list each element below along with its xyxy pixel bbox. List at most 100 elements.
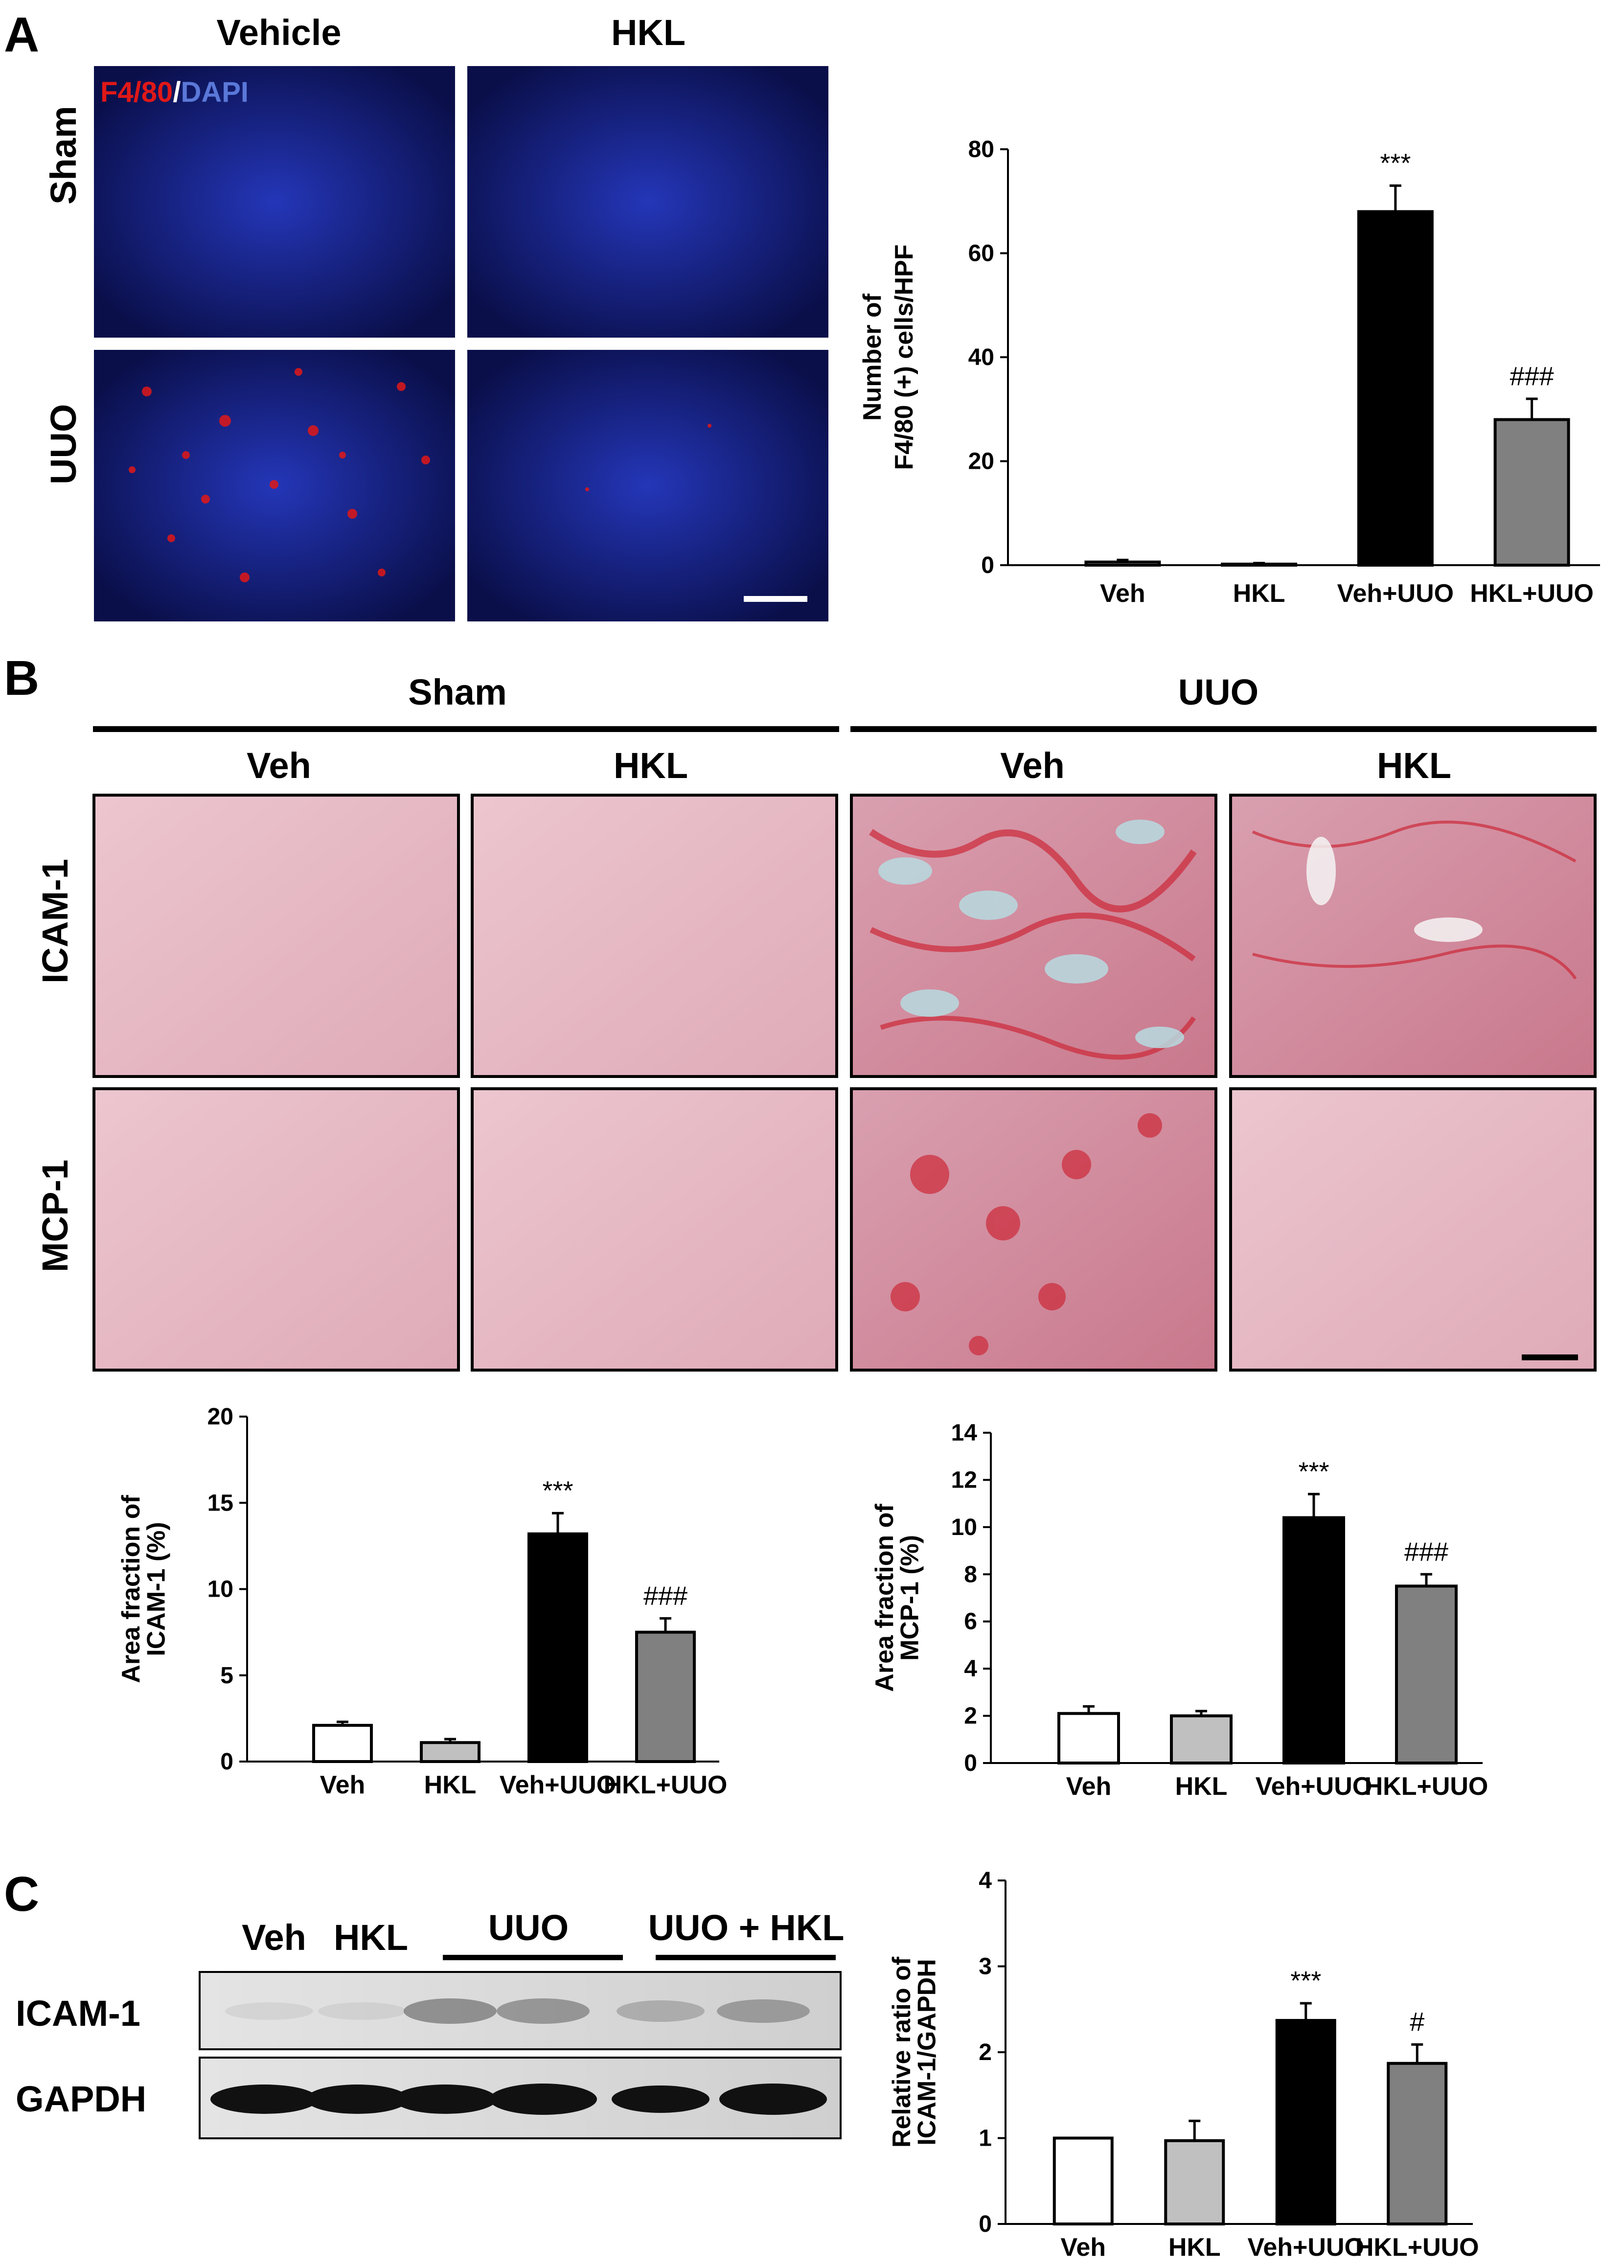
y-axis-title-line: Relative ratio of (888, 1956, 916, 2148)
ihc-image-icam1-uuo-hkl (1229, 794, 1597, 1078)
y-tick-label: 2 (979, 2039, 992, 2065)
panel-b-header-hkl-2: HKL (1377, 745, 1451, 786)
ihc-tubule-lumens (878, 820, 1483, 1048)
significance-label: ### (1404, 1537, 1448, 1566)
chart-icam1-gapdh-ratio: 0 1 2 3 4 Relative ratio ofICAM-1/GAPDH Veh HKL… (888, 1868, 1479, 2262)
y-axis-title: Number of F4/80 (+) cells/HPF (858, 245, 918, 470)
x-tick-label: HKL (1233, 579, 1285, 608)
panel-c-group-line-uuo-hkl (656, 1955, 836, 1960)
icam1-bands (225, 1998, 810, 2024)
y-axis-title: Area fraction ofMCP-1 (%) (870, 1504, 924, 1692)
panel-c-row-gapdh: GAPDH (16, 2079, 146, 2119)
panel-b-micrographs (92, 794, 1597, 1372)
x-tick-label: Veh (1061, 2233, 1106, 2262)
y-tick-label: 0 (220, 1749, 233, 1775)
bar-veh-uuo (1357, 210, 1434, 567)
bar-veh (1084, 560, 1161, 567)
x-tick-label: Veh+UUO (1337, 579, 1454, 608)
bar-hkl-uuo (1493, 418, 1570, 567)
bar-veh-uuo (1275, 2019, 1336, 2225)
panel-c-lane-hkl: HKL (334, 1917, 408, 1958)
scale-bar (1522, 1354, 1578, 1360)
bar-hkl-uuo (1387, 2062, 1448, 2225)
panel-c-lane-veh: Veh (242, 1917, 306, 1958)
panel-b-row-icam1: ICAM-1 (35, 859, 75, 984)
scale-bar (744, 596, 807, 602)
x-tick-label: HKL+UUO (1355, 2233, 1479, 2262)
y-tick-label: 0 (979, 2211, 992, 2237)
y-tick-label: 4 (979, 1868, 992, 1894)
y-tick-label: 0 (964, 1750, 977, 1776)
x-tick-label: HKL+UUO (1365, 1772, 1488, 1801)
y-tick-label: 4 (964, 1656, 977, 1682)
y-tick-label: 60 (968, 241, 994, 267)
ihc-image-mcp1-uuo-hkl (1229, 1087, 1597, 1372)
panel-b-header-veh-1: Veh (247, 745, 311, 786)
panel-b-group-line-sham (93, 726, 839, 732)
y-tick-label: 8 (964, 1561, 977, 1587)
panel-a-header-hkl: HKL (611, 12, 686, 53)
x-tick-label: Veh+UUO (500, 1771, 616, 1799)
y-tick-label: 6 (964, 1609, 977, 1635)
y-tick-label: 1 (979, 2126, 992, 2152)
y-tick-label: 80 (968, 137, 994, 162)
panel-b-header-veh-2: Veh (1000, 745, 1065, 786)
y-axis-title-line: F4/80 (+) cells/HPF (890, 245, 918, 470)
significance-label: # (1410, 2007, 1424, 2037)
chart-f480-count: 0 20 40 60 80 Number of F4/80 (+) cells/HPF Veh… (858, 137, 1600, 608)
significance-label: ### (1510, 362, 1554, 391)
y-tick-label: 10 (951, 1514, 977, 1540)
significance-label: *** (1380, 148, 1411, 178)
x-tick-label: Veh (320, 1771, 366, 1799)
ihc-image-mcp1-uuo-veh (850, 1087, 1217, 1372)
y-axis-title-line: ICAM-1/GAPDH (913, 1959, 941, 2145)
panel-a-row-uuo: UUO (43, 404, 84, 484)
ihc-red-staining (869, 821, 1577, 1355)
y-axis-title: Area fraction ofICAM-1 (%) (117, 1495, 171, 1683)
x-tick-label: Veh+UUO (1248, 2233, 1364, 2262)
bar-hkl (1170, 1714, 1233, 1765)
ihc-image-mcp1-sham-hkl (471, 1087, 838, 1372)
fluor-image-uuo-hkl (467, 350, 828, 621)
panel-b-letter: B (4, 651, 39, 706)
y-tick-label: 10 (207, 1577, 233, 1603)
bar-hkl (1221, 562, 1298, 567)
chart-mcp1-area-fraction: 0 2 4 6 8 10 12 14 Area fraction ofMCP-1 (%) Veh H… (870, 1420, 1488, 1801)
y-axis-title-line: ICAM-1 (%) (142, 1522, 171, 1656)
significance-label: *** (542, 1476, 573, 1505)
panel-c-letter: C (4, 1867, 39, 1922)
x-tick-label: HKL+UUO (1470, 579, 1594, 608)
panel-c-lane-uuo-hkl: UUO + HKL (648, 1907, 845, 1948)
panel-c-group-line-uuo (443, 1955, 623, 1960)
ihc-image-mcp1-sham-veh (92, 1087, 460, 1372)
chart-icam1-area-fraction: 0 5 10 15 20 Area fraction ofICAM-1 (%) Veh HKL… (117, 1404, 727, 1799)
western-blot (199, 1971, 842, 2139)
x-tick-label: HKL (1168, 2233, 1221, 2262)
significance-label: *** (1298, 1457, 1329, 1486)
y-tick-label: 15 (207, 1490, 233, 1516)
y-axis-title-line: Area fraction of (117, 1495, 145, 1683)
x-tick-label: Veh+UUO (1256, 1772, 1372, 1801)
y-tick-label: 14 (951, 1420, 978, 1446)
gapdh-bands (210, 2084, 827, 2115)
y-axis-title-line: Number of (858, 293, 887, 421)
ihc-image-icam1-sham-hkl (471, 794, 838, 1078)
panel-a-stain-label: F4/80/DAPI (100, 76, 249, 108)
panel-c-row-icam1: ICAM-1 (16, 1993, 140, 2034)
panel-a-micrographs: F4/80/DAPI (94, 66, 828, 621)
fluor-image-sham-vehicle (94, 66, 455, 338)
y-axis-title-line: Area fraction of (870, 1504, 899, 1692)
blot-strip-icam1 (199, 1971, 842, 2050)
bar-hkl-uuo (1395, 1584, 1458, 1764)
y-tick-label: 3 (979, 1954, 992, 1980)
x-tick-label: Veh (1100, 579, 1145, 608)
y-tick-label: 12 (951, 1467, 977, 1493)
panel-c-lane-uuo: UUO (488, 1907, 569, 1948)
x-tick-label: Veh (1066, 1772, 1112, 1801)
panel-b-row-mcp1: MCP-1 (35, 1160, 75, 1272)
f480-red-signal (129, 368, 711, 582)
y-axis-title-line: MCP-1 (%) (896, 1535, 924, 1661)
y-tick-label: 20 (968, 449, 994, 475)
bar-veh-uuo (1282, 1516, 1345, 1765)
x-tick-label: HKL (1175, 1772, 1228, 1801)
